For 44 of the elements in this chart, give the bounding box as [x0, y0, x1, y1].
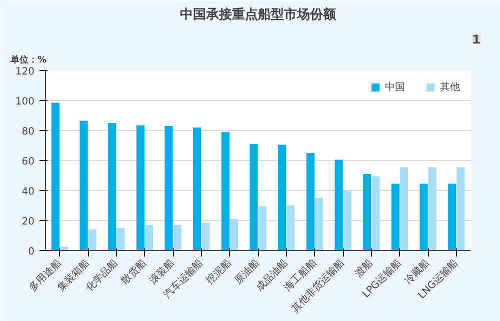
bar: [258, 206, 266, 250]
bar: [400, 167, 408, 250]
bar: [221, 132, 230, 250]
y-tick-label: 60: [22, 156, 35, 168]
legend-label: 中国: [385, 80, 405, 94]
bar: [164, 126, 173, 250]
bar: [108, 123, 116, 250]
bar: [314, 198, 323, 250]
bar: [230, 219, 238, 250]
bar: [372, 176, 380, 250]
bar: [250, 144, 258, 250]
y-tick-label: 100: [15, 96, 35, 108]
text: 1: [472, 32, 481, 46]
bar: [343, 190, 352, 250]
bar: [334, 160, 343, 250]
bar: [428, 167, 436, 250]
x-tick-label: 挖泥船: [204, 256, 234, 287]
bar: [202, 222, 210, 250]
y-axis-title: 单位：%: [10, 54, 47, 66]
bar: [391, 184, 400, 250]
legend-label: 其他: [440, 80, 460, 94]
chart-title: 中国承接重点船型市场份额: [180, 6, 337, 22]
bar: [363, 174, 372, 250]
bar: [448, 184, 456, 250]
bar: [173, 225, 182, 250]
y-tick-label: 20: [22, 216, 35, 228]
bar: [278, 144, 286, 250]
bar: [286, 206, 295, 250]
bar: [80, 120, 88, 250]
bar: [88, 230, 96, 250]
bar: [420, 184, 428, 250]
y-tick-label: 0: [28, 246, 35, 258]
bar: [193, 128, 202, 250]
bar: [144, 225, 153, 250]
y-tick-label: 80: [22, 126, 35, 138]
x-tick-label: 散货船: [118, 256, 149, 287]
y-tick-label: 120: [15, 66, 35, 78]
bar: [306, 153, 314, 250]
bar: [136, 125, 144, 250]
y-tick-label: 40: [22, 186, 35, 198]
bar: [456, 167, 465, 250]
bar: [116, 228, 125, 250]
bar: [51, 102, 60, 250]
x-tick-label: 渡船: [352, 256, 376, 280]
